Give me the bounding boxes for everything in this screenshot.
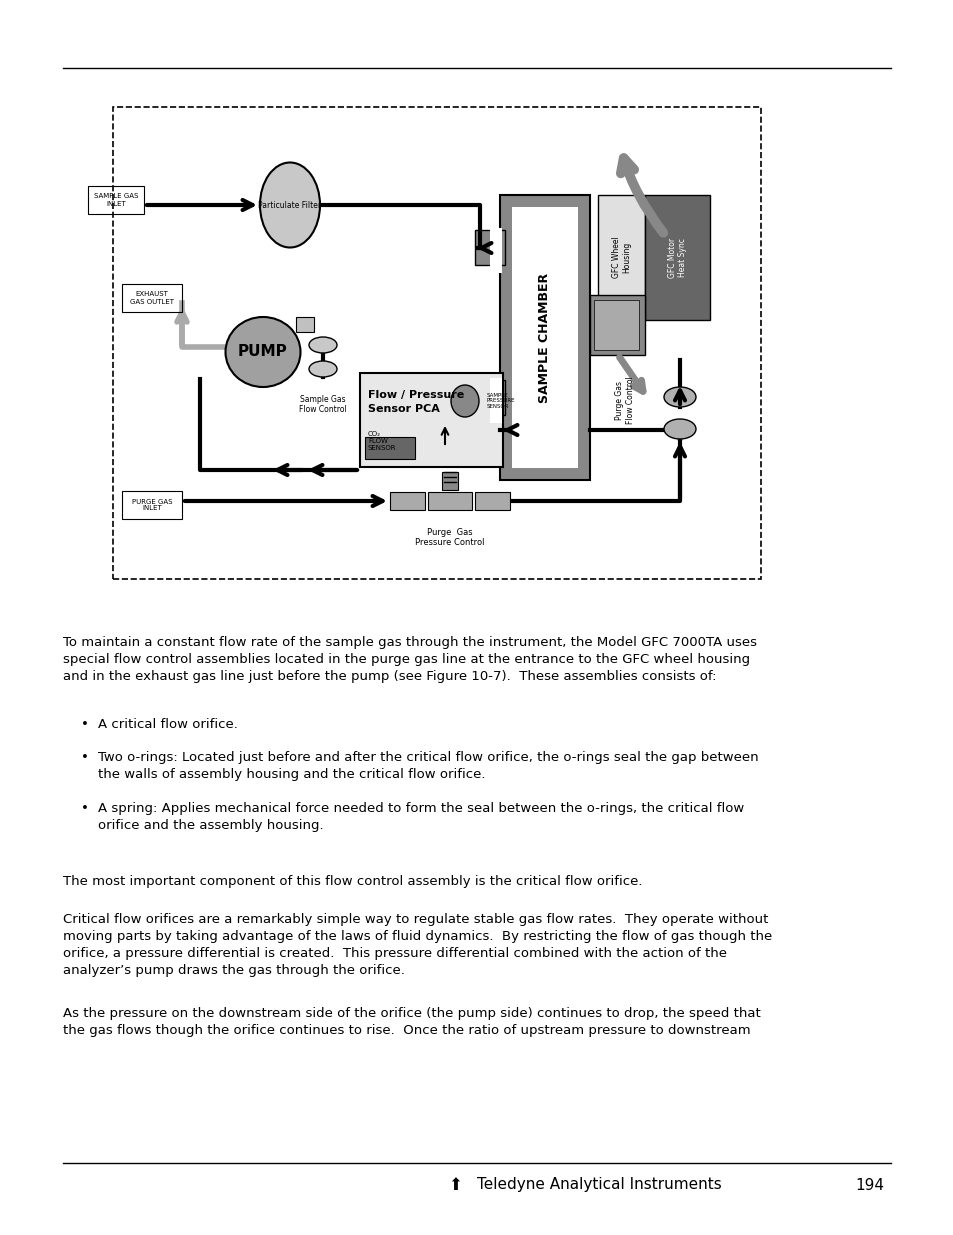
Ellipse shape	[225, 317, 300, 387]
Text: Critical flow orifices are a remarkably simple way to regulate stable gas flow r: Critical flow orifices are a remarkably …	[63, 913, 771, 977]
Bar	[428, 492, 472, 510]
Text: The most important component of this flow control assembly is the critical flow : The most important component of this flo…	[63, 876, 641, 888]
Text: CO₂
FLOW
SENSOR: CO₂ FLOW SENSOR	[368, 431, 396, 451]
Text: •: •	[81, 718, 89, 731]
Bar	[490, 228, 501, 273]
Bar	[589, 295, 644, 354]
Bar	[441, 472, 457, 490]
Text: Purge  Gas
Pressure Control: Purge Gas Pressure Control	[415, 529, 484, 547]
Text: Purge Gas
Flow Control: Purge Gas Flow Control	[615, 377, 634, 424]
Bar	[644, 195, 709, 320]
Ellipse shape	[663, 419, 696, 438]
Text: SAMPLE
PRESSURE
SENSOR: SAMPLE PRESSURE SENSOR	[486, 393, 515, 409]
Ellipse shape	[663, 387, 696, 408]
Text: To maintain a constant flow rate of the sample gas through the instrument, the M: To maintain a constant flow rate of the …	[63, 636, 757, 683]
Ellipse shape	[451, 385, 478, 417]
Text: EXHAUST
GAS OUTLET: EXHAUST GAS OUTLET	[130, 291, 173, 305]
Text: Particulate Filter: Particulate Filter	[258, 200, 321, 210]
Bar	[122, 492, 182, 519]
Text: SAMPLE CHAMBER: SAMPLE CHAMBER	[537, 273, 551, 403]
Bar	[390, 492, 424, 510]
Bar	[475, 380, 504, 415]
Bar	[122, 284, 182, 312]
Bar	[499, 195, 589, 480]
Ellipse shape	[260, 163, 319, 247]
Text: Sensor PCA: Sensor PCA	[368, 404, 439, 414]
Bar	[112, 107, 760, 579]
Text: PUMP: PUMP	[238, 345, 288, 359]
Ellipse shape	[309, 361, 336, 377]
Bar	[295, 317, 314, 332]
Bar	[512, 207, 578, 468]
Text: As the pressure on the downstream side of the orifice (the pump side) continues : As the pressure on the downstream side o…	[63, 1007, 760, 1037]
Text: A critical flow orifice.: A critical flow orifice.	[98, 718, 237, 731]
Text: SAMPLE GAS
INLET: SAMPLE GAS INLET	[93, 194, 138, 206]
Text: •: •	[81, 751, 89, 764]
Bar	[490, 378, 501, 424]
Text: Teledyne Analytical Instruments: Teledyne Analytical Instruments	[476, 1177, 721, 1193]
Bar	[594, 300, 639, 350]
Text: GFC Wheel
Housing: GFC Wheel Housing	[611, 237, 631, 278]
Bar	[365, 437, 415, 459]
Text: GFC Motor
Heat Sync: GFC Motor Heat Sync	[667, 237, 686, 278]
Bar	[88, 186, 144, 214]
Text: A spring: Applies mechanical force needed to form the seal between the o-rings, : A spring: Applies mechanical force neede…	[98, 802, 743, 832]
Ellipse shape	[309, 337, 336, 353]
Bar	[475, 230, 504, 266]
Text: Two o-rings: Located just before and after the critical flow orifice, the o-ring: Two o-rings: Located just before and aft…	[98, 751, 758, 781]
Text: 194: 194	[855, 1177, 883, 1193]
Bar	[598, 195, 644, 320]
Text: Flow / Pressure: Flow / Pressure	[368, 390, 464, 400]
Text: Sample Gas
Flow Control: Sample Gas Flow Control	[299, 395, 347, 415]
Text: •: •	[81, 802, 89, 815]
Bar	[475, 492, 510, 510]
Bar	[359, 373, 502, 467]
Text: ⬆: ⬆	[448, 1176, 461, 1194]
Text: PURGE GAS
INLET: PURGE GAS INLET	[132, 499, 172, 511]
